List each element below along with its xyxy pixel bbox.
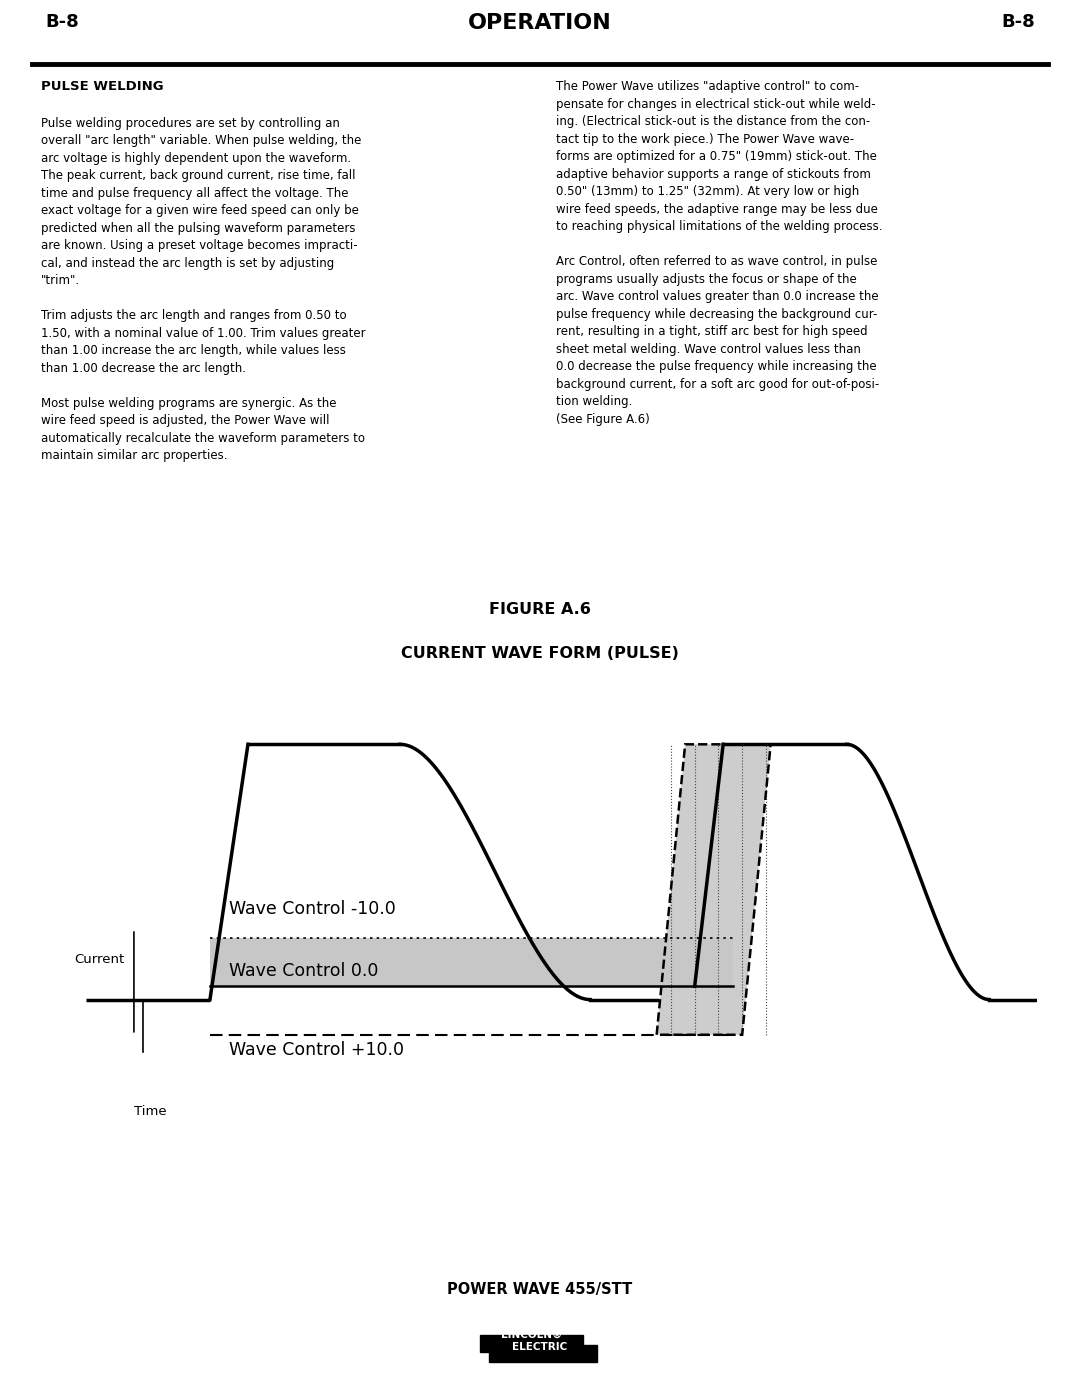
Polygon shape	[657, 745, 771, 1035]
Bar	[210, 937, 732, 986]
Text: Wave Control -10.0: Wave Control -10.0	[229, 900, 395, 918]
Bar	[488, 1345, 596, 1362]
Text: LINCOLN®: LINCOLN®	[501, 1330, 562, 1340]
Text: OPERATION: OPERATION	[468, 14, 612, 34]
Text: Wave Control +10.0: Wave Control +10.0	[229, 1041, 404, 1059]
Text: Wave Control 0.0: Wave Control 0.0	[229, 961, 378, 979]
Text: ELECTRIC: ELECTRIC	[512, 1343, 568, 1352]
Bar	[480, 1336, 583, 1352]
Text: B-8: B-8	[1001, 14, 1035, 31]
Text: Current: Current	[75, 953, 124, 967]
Text: The Power Wave utilizes "adaptive control" to com-
pensate for changes in electr: The Power Wave utilizes "adaptive contro…	[556, 81, 882, 426]
Text: PULSE WELDING: PULSE WELDING	[41, 81, 164, 94]
Text: CURRENT WAVE FORM (PULSE): CURRENT WAVE FORM (PULSE)	[401, 645, 679, 661]
Text: B-8: B-8	[45, 14, 79, 31]
Text: FIGURE A.6: FIGURE A.6	[489, 602, 591, 617]
Text: Time: Time	[134, 1105, 166, 1118]
Text: Pulse welding procedures are set by controlling an
overall "arc length" variable: Pulse welding procedures are set by cont…	[41, 117, 366, 462]
Text: POWER WAVE 455/STT: POWER WAVE 455/STT	[447, 1282, 633, 1298]
